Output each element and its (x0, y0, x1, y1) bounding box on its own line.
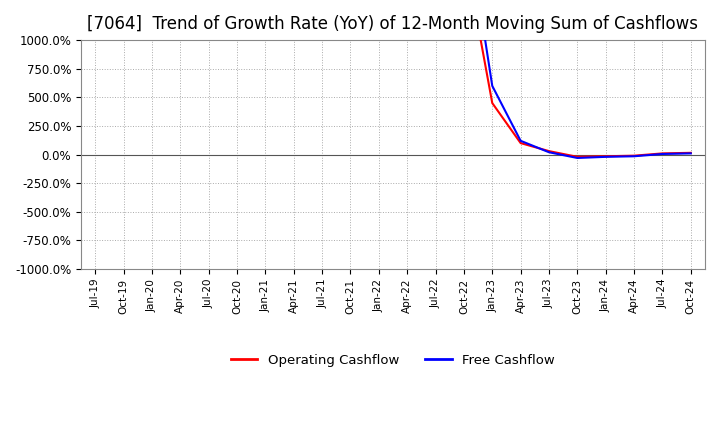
Title: [7064]  Trend of Growth Rate (YoY) of 12-Month Moving Sum of Cashflows: [7064] Trend of Growth Rate (YoY) of 12-… (88, 15, 698, 33)
Legend: Operating Cashflow, Free Cashflow: Operating Cashflow, Free Cashflow (225, 348, 560, 372)
